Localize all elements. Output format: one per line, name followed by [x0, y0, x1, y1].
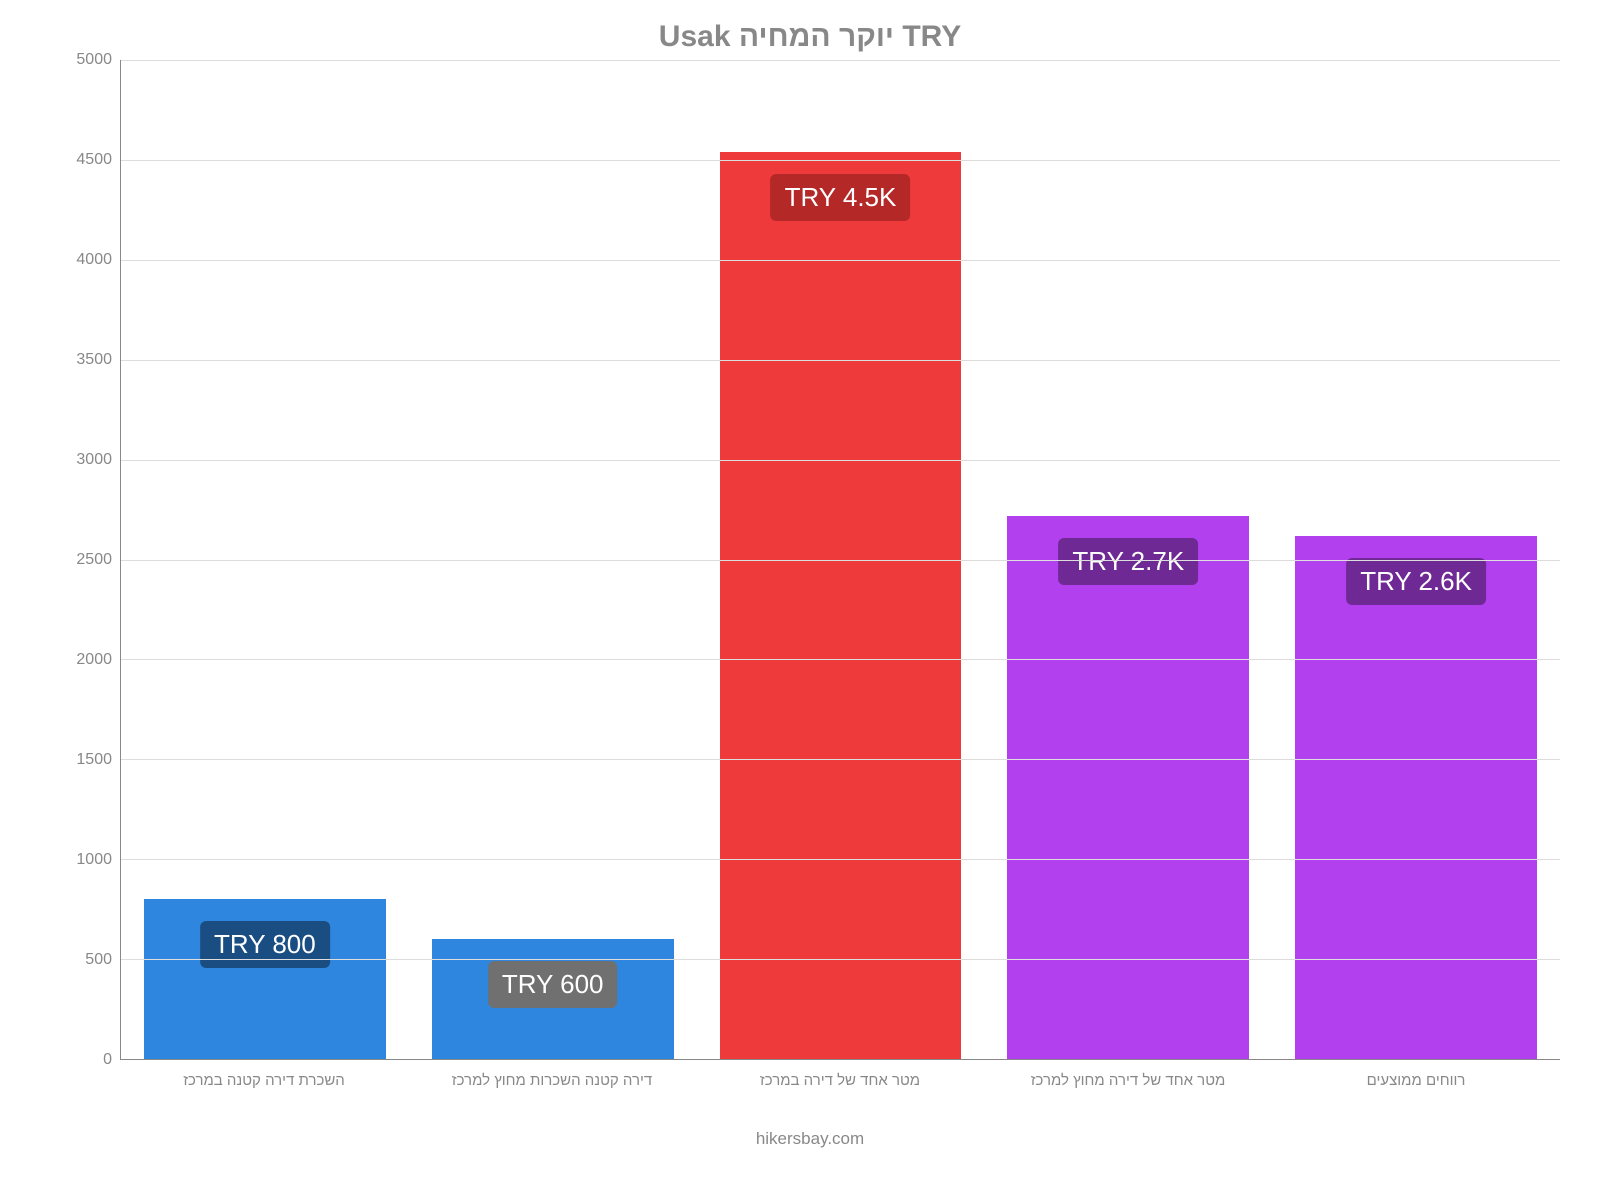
footer-credit: hikersbay.com [60, 1129, 1560, 1149]
x-tick: דירה קטנה השכרות מחוץ למרכז [408, 1060, 696, 1089]
chart-title: Usak יוקר המחיה TRY [60, 20, 1560, 54]
bar-value-label: TRY 600 [488, 961, 618, 1008]
y-axis: 0500100015002000250030003500400045005000 [60, 60, 120, 1060]
plot: TRY 800 TRY 600 TRY 4.5K TRY 2.7K TRY 2.6K [120, 60, 1560, 1060]
grid-line [121, 160, 1560, 161]
x-tick: השכרת דירה קטנה במרכז [120, 1060, 408, 1089]
bar: TRY 4.5K [720, 152, 962, 1059]
y-tick: 3500 [60, 351, 112, 369]
bar: TRY 600 [432, 939, 674, 1059]
grid-line [121, 659, 1560, 660]
bar-value-label: TRY 4.5K [771, 174, 911, 221]
bar-value-label: TRY 2.6K [1346, 558, 1486, 605]
y-tick: 4500 [60, 151, 112, 169]
x-tick: מטר אחד של דירה במרכז [696, 1060, 984, 1089]
x-axis: השכרת דירה קטנה במרכזדירה קטנה השכרות מח… [120, 1060, 1560, 1089]
y-tick: 3000 [60, 451, 112, 469]
plot-area: 0500100015002000250030003500400045005000… [60, 60, 1560, 1060]
y-tick: 0 [60, 1051, 112, 1069]
bar-value-label: TRY 2.7K [1058, 538, 1198, 585]
y-tick: 1500 [60, 751, 112, 769]
y-tick: 2500 [60, 551, 112, 569]
x-tick: מטר אחד של דירה מחוץ למרכז [984, 1060, 1272, 1089]
y-tick: 5000 [60, 51, 112, 69]
grid-line [121, 360, 1560, 361]
x-tick: רווחים ממוצעים [1272, 1060, 1560, 1089]
bar: TRY 2.7K [1007, 516, 1249, 1059]
bar: TRY 800 [144, 899, 386, 1059]
y-tick: 500 [60, 951, 112, 969]
grid-line [121, 759, 1560, 760]
grid-line [121, 260, 1560, 261]
grid-line [121, 560, 1560, 561]
grid-line [121, 859, 1560, 860]
grid-line [121, 60, 1560, 61]
y-tick: 1000 [60, 851, 112, 869]
chart-container: Usak יוקר המחיה TRY 0 500 1000 1500 2000 2500… [60, 20, 1560, 1130]
grid-line [121, 460, 1560, 461]
bar-value-label: TRY 800 [200, 921, 330, 968]
y-tick: 2000 [60, 651, 112, 669]
bar: TRY 2.6K [1295, 536, 1537, 1059]
grid-line [121, 959, 1560, 960]
y-tick: 4000 [60, 251, 112, 269]
